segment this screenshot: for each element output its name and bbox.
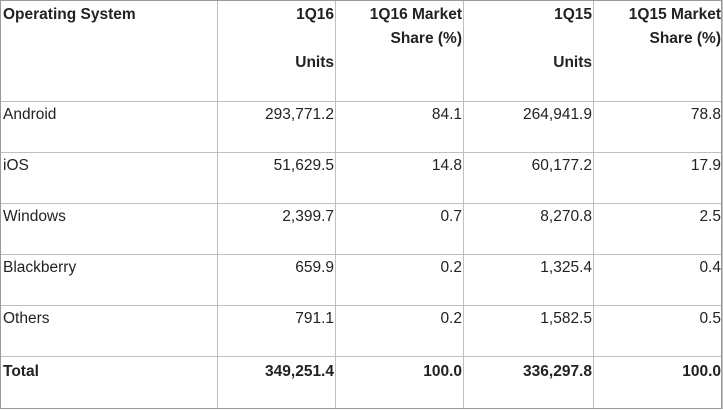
cell-1q15-units: 1,325.4	[463, 254, 594, 306]
cell-os-name: Windows	[0, 203, 218, 255]
cell-1q16-units: 659.9	[217, 254, 336, 306]
cell-1q15-share: 0.4	[593, 254, 723, 306]
cell-1q15-units: 60,177.2	[463, 152, 594, 204]
header-operating-system: Operating System	[0, 0, 218, 102]
cell-1q15-units: 1,582.5	[463, 305, 594, 357]
header-1q15-market-label: 1Q15 Market	[628, 6, 721, 23]
cell-1q16-units: 2,399.7	[217, 203, 336, 255]
cell-1q16-units: 293,771.2	[217, 101, 336, 153]
cell-1q16-share: 0.7	[335, 203, 464, 255]
cell-1q15-share: 0.5	[593, 305, 723, 357]
header-1q16-market-label: 1Q16 Market	[369, 6, 462, 23]
cell-1q16-units: 51,629.5	[217, 152, 336, 204]
cell-1q15-share: 78.8	[593, 101, 723, 153]
header-1q15-units: 1Q15 Units	[463, 0, 594, 102]
header-1q15-units-label: Units	[553, 54, 592, 71]
header-1q16-share-label: Share (%)	[390, 30, 463, 47]
header-operating-system-label: Operating System	[3, 6, 136, 23]
cell-1q15-share: 17.9	[593, 152, 723, 204]
table-row-total: Total 349,251.4 100.0 336,297.8 100.0	[0, 356, 723, 409]
cell-1q16-share: 84.1	[335, 101, 464, 153]
cell-1q15-units: 264,941.9	[463, 101, 594, 153]
cell-1q15-share: 2.5	[593, 203, 723, 255]
table-row-android: Android 293,771.2 84.1 264,941.9 78.8	[0, 101, 723, 153]
cell-os-name: Blackberry	[0, 254, 218, 306]
cell-total-1q16-share: 100.0	[335, 356, 464, 409]
header-1q16-units-label: Units	[295, 54, 334, 71]
cell-total-1q15-units: 336,297.8	[463, 356, 594, 409]
header-row: Operating System 1Q16 Units 1Q16 Market …	[0, 0, 723, 102]
cell-os-name: Android	[0, 101, 218, 153]
cell-1q16-units: 791.1	[217, 305, 336, 357]
cell-1q16-share: 14.8	[335, 152, 464, 204]
table-row-others: Others 791.1 0.2 1,582.5 0.5	[0, 305, 723, 357]
table-row-windows: Windows 2,399.7 0.7 8,270.8 2.5	[0, 203, 723, 255]
header-1q15-label: 1Q15	[554, 6, 592, 23]
header-1q15-share-label: Share (%)	[649, 30, 722, 47]
header-1q16-market-share: 1Q16 Market Share (%)	[335, 0, 464, 102]
cell-os-name: iOS	[0, 152, 218, 204]
cell-total-1q16-units: 349,251.4	[217, 356, 336, 409]
cell-1q16-share: 0.2	[335, 254, 464, 306]
cell-1q15-units: 8,270.8	[463, 203, 594, 255]
table-row-ios: iOS 51,629.5 14.8 60,177.2 17.9	[0, 152, 723, 204]
header-1q15-market-share: 1Q15 Market Share (%)	[593, 0, 723, 102]
header-1q16-units: 1Q16 Units	[217, 0, 336, 102]
cell-1q16-share: 0.2	[335, 305, 464, 357]
cell-os-name: Others	[0, 305, 218, 357]
cell-total-1q15-share: 100.0	[593, 356, 723, 409]
table-row-blackberry: Blackberry 659.9 0.2 1,325.4 0.4	[0, 254, 723, 306]
header-1q16-label: 1Q16	[296, 6, 334, 23]
cell-total-label: Total	[0, 356, 218, 409]
